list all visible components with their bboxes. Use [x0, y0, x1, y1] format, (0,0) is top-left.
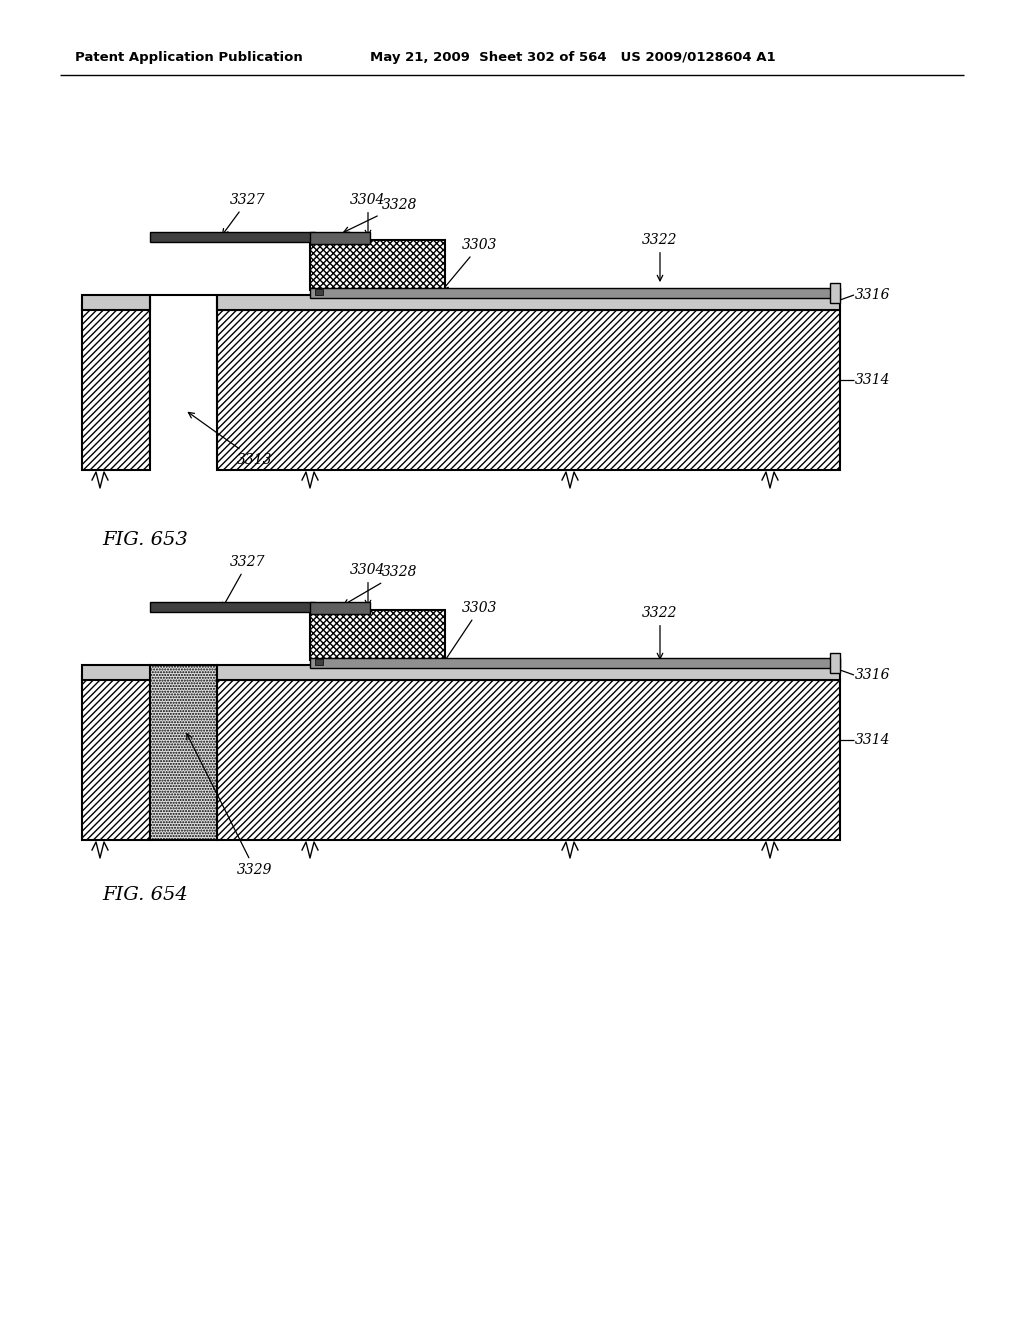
Bar [217, 310, 840, 470]
Text: 3304: 3304 [350, 193, 386, 236]
Text: FIG. 653: FIG. 653 [102, 531, 187, 549]
Bar [310, 240, 445, 290]
Bar [310, 610, 445, 660]
Text: May 21, 2009  Sheet 302 of 564   US 2009/0128604 A1: May 21, 2009 Sheet 302 of 564 US 2009/01… [370, 51, 775, 65]
Text: 3328: 3328 [344, 198, 418, 232]
Text: 3313: 3313 [188, 412, 272, 467]
Bar [82, 294, 150, 310]
Text: FIG. 654: FIG. 654 [102, 886, 187, 904]
Bar [217, 665, 840, 680]
Bar [82, 305, 150, 470]
Bar [82, 675, 150, 840]
Bar [150, 294, 217, 470]
Bar [315, 289, 323, 294]
Text: 3327: 3327 [222, 193, 266, 235]
Text: 3322: 3322 [642, 606, 678, 659]
Text: 3322: 3322 [642, 234, 678, 281]
Bar [830, 282, 840, 304]
Text: 3303: 3303 [442, 238, 498, 290]
Text: 3329: 3329 [186, 734, 272, 876]
Bar [315, 659, 323, 665]
Bar [150, 665, 217, 840]
Text: 3327: 3327 [222, 554, 266, 609]
Bar [310, 232, 370, 244]
Bar [310, 602, 370, 614]
Text: 3303: 3303 [442, 601, 498, 664]
Text: 3304: 3304 [350, 564, 386, 606]
Text: 3328: 3328 [344, 565, 418, 605]
Bar [82, 665, 150, 680]
Text: Patent Application Publication: Patent Application Publication [75, 51, 303, 65]
Bar [150, 232, 315, 242]
Text: 3316: 3316 [855, 288, 891, 302]
Bar [217, 294, 840, 310]
Text: 3314: 3314 [855, 733, 891, 747]
Bar [310, 288, 840, 298]
Bar [310, 657, 840, 668]
Bar [150, 602, 315, 612]
Text: 3314: 3314 [855, 374, 891, 387]
Bar [830, 653, 840, 673]
Text: 3316: 3316 [855, 668, 891, 682]
Bar [217, 680, 840, 840]
